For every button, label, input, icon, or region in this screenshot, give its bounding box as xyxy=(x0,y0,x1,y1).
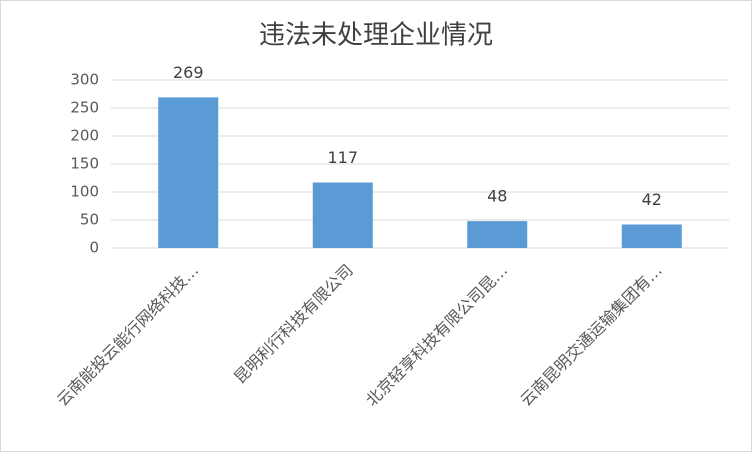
chart-title: 违法未处理企业情况 xyxy=(259,21,493,51)
y-tick-label: 300 xyxy=(70,71,99,89)
bar xyxy=(467,221,528,248)
y-tick-label: 0 xyxy=(89,239,99,257)
bar xyxy=(621,224,682,248)
y-tick-label: 150 xyxy=(70,155,99,173)
y-tick-label: 50 xyxy=(80,211,99,229)
bar xyxy=(312,182,373,248)
y-tick-label: 200 xyxy=(70,127,99,145)
y-tick-label: 250 xyxy=(70,99,99,117)
data-label: 269 xyxy=(173,63,204,82)
data-label: 42 xyxy=(642,190,662,209)
data-label: 48 xyxy=(487,187,507,206)
y-tick-label: 100 xyxy=(70,183,99,201)
data-label: 117 xyxy=(327,148,358,167)
bar xyxy=(158,97,219,248)
